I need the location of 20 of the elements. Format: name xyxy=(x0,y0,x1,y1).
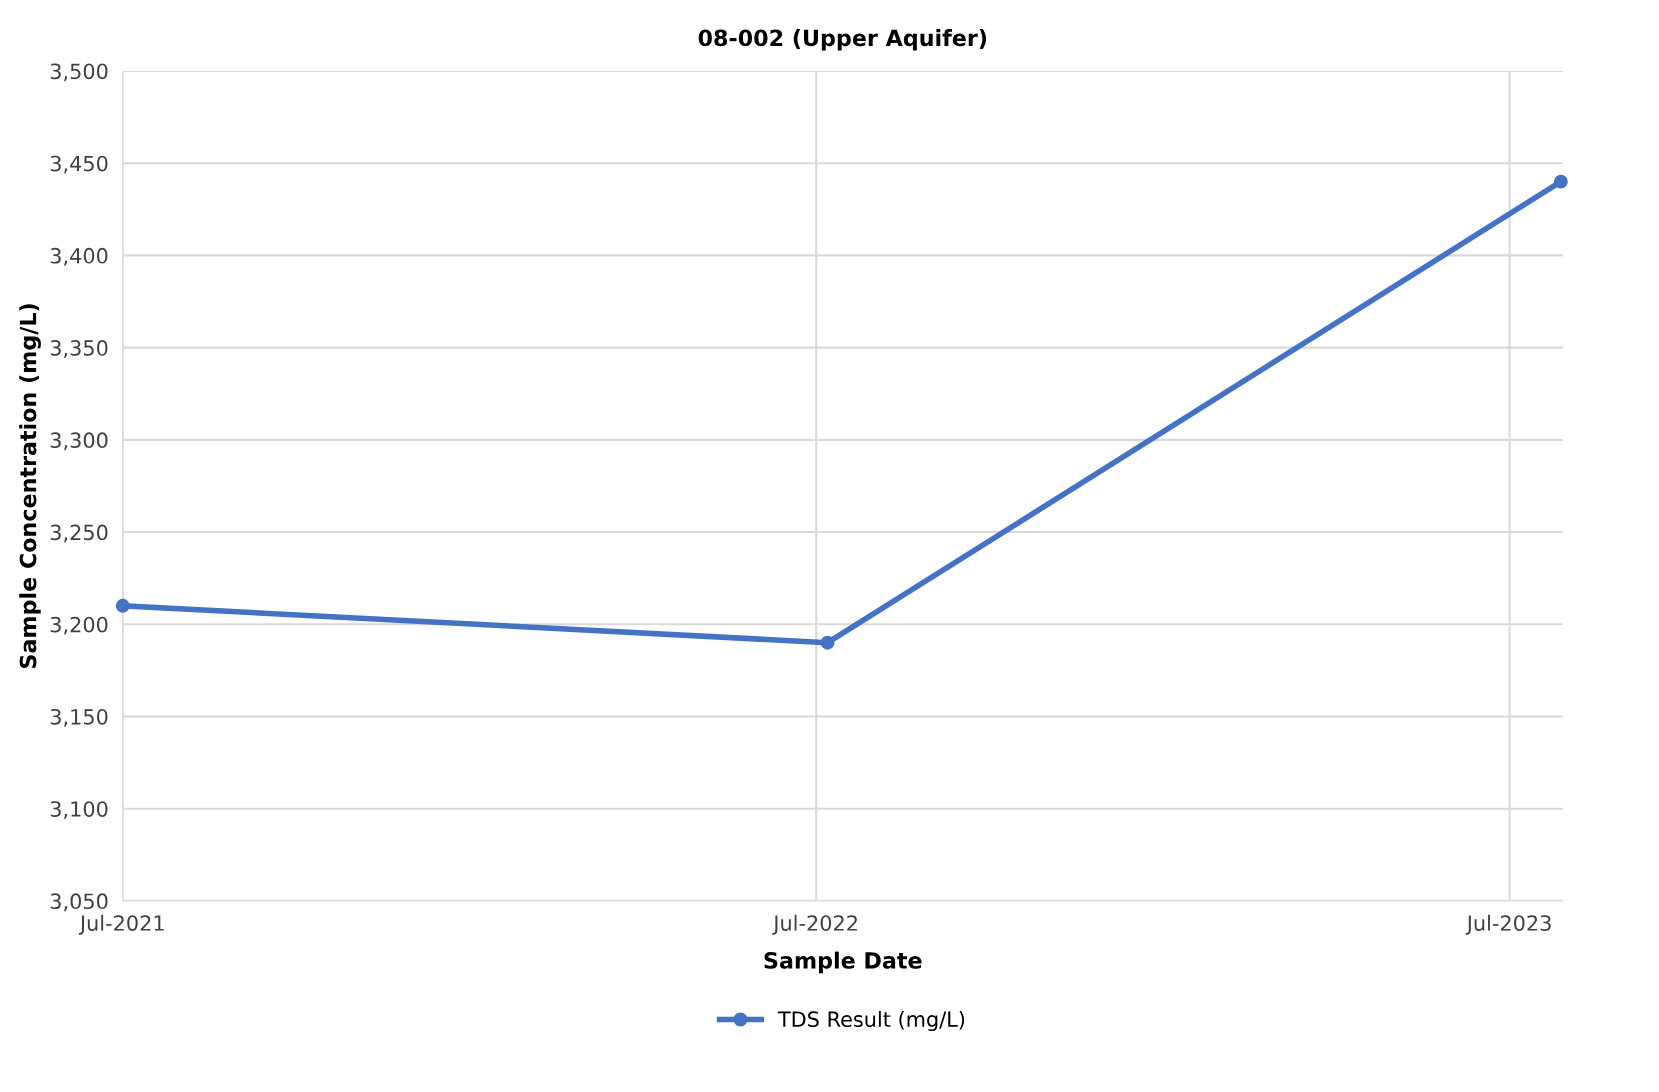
y-tick-label: 3,250 xyxy=(50,524,108,543)
x-axis-title: Sample Date xyxy=(764,951,922,974)
y-tick-label: 3,300 xyxy=(50,432,108,451)
y-tick-label: 3,500 xyxy=(50,63,108,82)
y-tick-label: 3,100 xyxy=(50,801,108,820)
y-tick-label: 3,150 xyxy=(50,708,108,727)
y-tick-label: 3,450 xyxy=(50,155,108,174)
x-tick-label: Jul-2021 xyxy=(78,914,164,935)
y-tick-label: 3,350 xyxy=(50,340,108,358)
y-axis-title: Sample Concentration (mg/L) xyxy=(19,304,41,668)
x-tick-label: Jul-2023 xyxy=(1465,914,1551,935)
y-tick-label: 3,050 xyxy=(50,893,108,912)
chart-title: 08-002 (Upper Aquifer) xyxy=(698,29,987,51)
y-tick-label: 3,200 xyxy=(50,616,108,635)
point xyxy=(820,635,835,650)
x-tick-label: Jul-2022 xyxy=(772,914,857,935)
point xyxy=(1553,174,1568,189)
point xyxy=(115,598,130,613)
y-tick-label: 3,400 xyxy=(50,247,108,266)
legend-label: TDS Result (mg/L) xyxy=(777,1010,965,1032)
